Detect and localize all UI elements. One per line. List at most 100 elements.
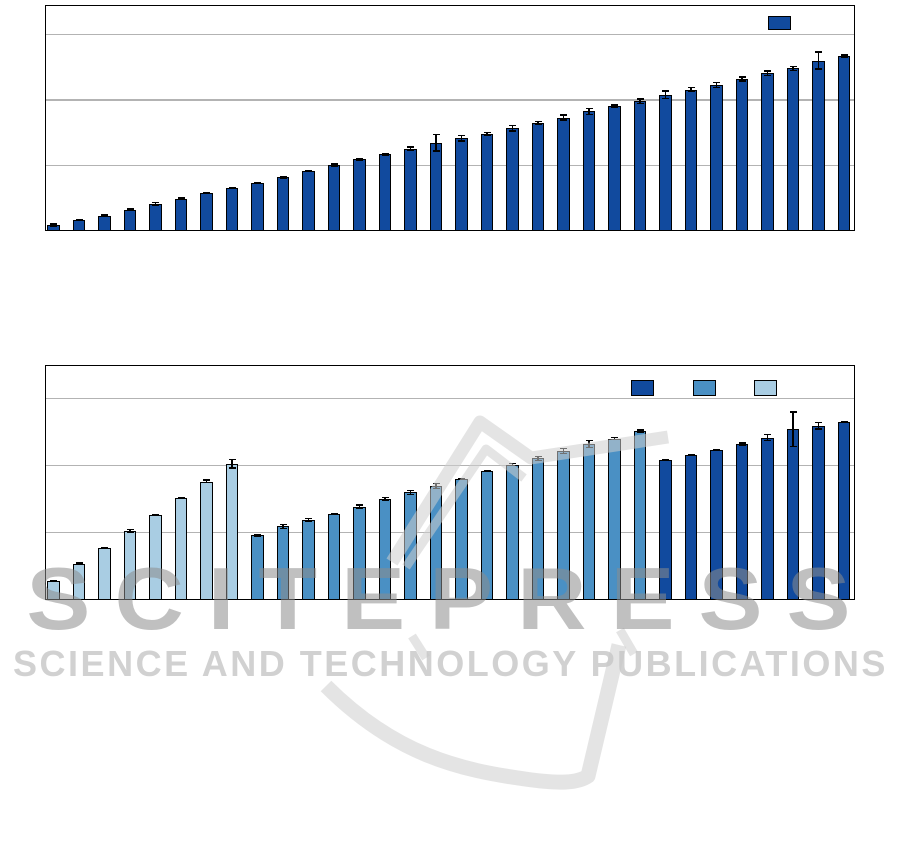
bar [225, 463, 239, 599]
error-bar [356, 504, 363, 509]
error-bar [764, 434, 771, 441]
bar [735, 444, 749, 599]
gridline [46, 33, 854, 36]
bar [429, 485, 443, 599]
gridline [46, 397, 854, 399]
bar [812, 425, 825, 599]
bar [684, 454, 698, 599]
error-bar [101, 214, 108, 217]
error-bar [662, 458, 669, 461]
bar [404, 148, 417, 230]
error-bar [840, 54, 848, 59]
bar [480, 133, 494, 230]
bar [302, 170, 315, 230]
error-bar [662, 90, 669, 99]
bar [684, 89, 698, 230]
bar [786, 429, 800, 599]
bar [276, 526, 290, 599]
error-bar [279, 176, 287, 179]
error-bar [585, 107, 593, 115]
gridline [46, 164, 854, 166]
bar [761, 73, 774, 230]
bar [404, 492, 417, 599]
bar [557, 450, 570, 599]
error-bar [764, 70, 771, 77]
error-bar [152, 201, 159, 207]
top-bar-chart [45, 5, 855, 231]
error-bar [126, 208, 134, 212]
bar [98, 215, 111, 230]
error-bar [458, 477, 465, 481]
bar [378, 498, 392, 599]
error-bar [50, 580, 57, 582]
error-bar [75, 562, 83, 566]
error-bar [687, 453, 695, 457]
bar [251, 535, 264, 599]
error-bar [687, 87, 695, 93]
bar [302, 520, 315, 599]
gridline [46, 99, 854, 101]
error-bar [330, 163, 338, 167]
bar [812, 60, 825, 230]
error-bar [305, 518, 312, 523]
error-bar [713, 81, 720, 89]
bar [633, 431, 647, 599]
watermark-tagline: SCIENCE AND TECHNOLOGY PUBLICATIONS [13, 643, 888, 684]
bar [659, 94, 672, 230]
error-bar [789, 411, 797, 447]
bar [200, 193, 213, 230]
top-plot-area [46, 6, 854, 230]
legend-swatch-dark-blue [631, 380, 654, 396]
error-bar [203, 479, 210, 484]
error-bar [381, 152, 389, 157]
bar [633, 101, 647, 230]
error-bar [560, 447, 567, 455]
bar [72, 220, 86, 230]
bar [582, 444, 596, 599]
error-bar [356, 158, 363, 161]
error-bar [560, 114, 567, 121]
bar [761, 437, 774, 599]
error-bar [228, 458, 236, 469]
bar [455, 138, 468, 230]
bar [506, 128, 519, 230]
bar [837, 56, 851, 230]
error-bar [840, 421, 848, 424]
error-bar [279, 523, 287, 530]
bar [659, 460, 672, 599]
bar [149, 514, 162, 599]
error-bar [254, 181, 261, 184]
bar [123, 209, 137, 230]
bar [531, 122, 545, 230]
error-bar [305, 169, 312, 172]
error-bar [432, 133, 440, 152]
error-bar [483, 131, 491, 136]
bar [735, 78, 749, 230]
bar [786, 68, 800, 230]
bar [480, 470, 494, 599]
bar [225, 187, 239, 230]
error-bar [203, 191, 210, 195]
error-bar [407, 146, 414, 151]
bar [557, 117, 570, 230]
error-bar [177, 496, 185, 500]
error-bar [152, 513, 159, 516]
bar [276, 177, 290, 230]
gridline [46, 464, 854, 467]
error-bar [815, 421, 822, 430]
bar [353, 506, 366, 599]
error-bar [50, 223, 57, 227]
error-bar [75, 219, 83, 222]
bar [353, 159, 366, 230]
bar [455, 479, 468, 599]
legend-swatch-light-blue [754, 380, 777, 396]
error-bar [738, 442, 746, 447]
error-bar [789, 65, 797, 72]
error-bar [458, 135, 465, 142]
bottom-plot-area [46, 366, 854, 599]
bar [174, 198, 188, 230]
error-bar [738, 76, 746, 82]
bar [531, 458, 545, 599]
error-bar [585, 440, 593, 449]
